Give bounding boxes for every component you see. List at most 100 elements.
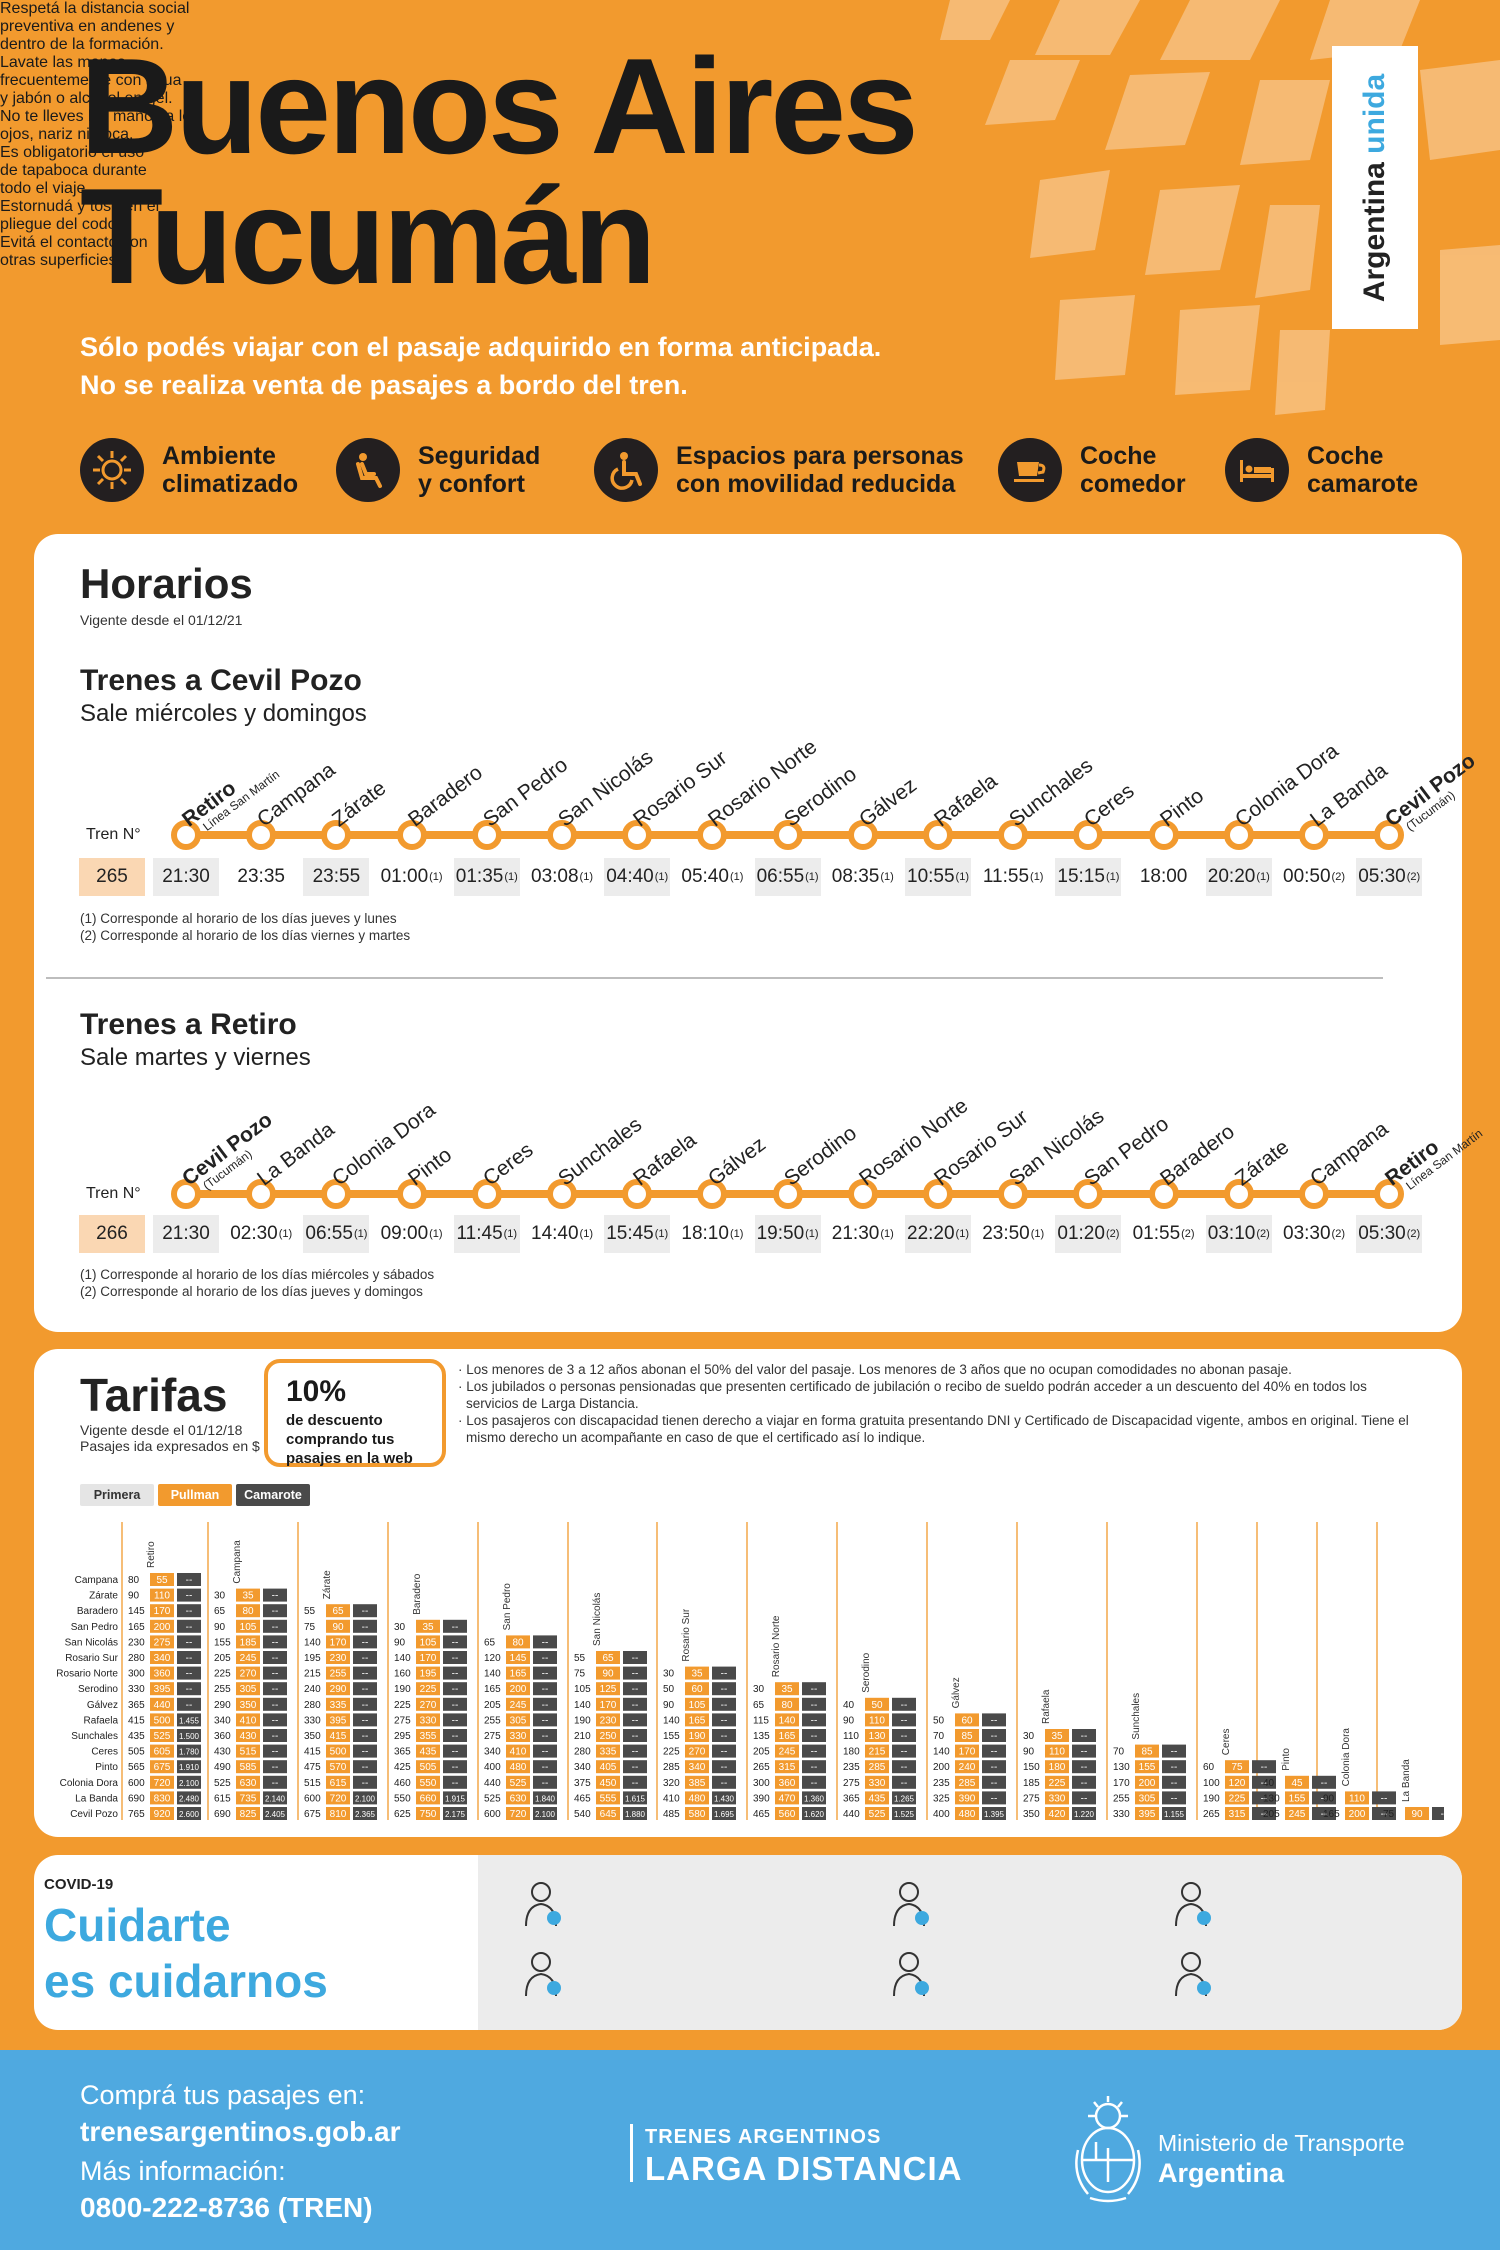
fare-primera: 165: [128, 1622, 145, 1633]
route2-train-number: 266: [79, 1215, 145, 1253]
fare-col-pinto: Pinto: [1281, 1748, 1292, 1771]
fare-primera: 50: [663, 1684, 675, 1695]
departure-time-pinto: 18:00: [1131, 858, 1197, 896]
station-dot-sunchales: [547, 1179, 577, 1209]
departure-time-san-nicolas: 23:50 (1): [980, 1215, 1046, 1253]
time-value: 23:55: [312, 866, 361, 887]
fare-primera: 150: [1023, 1762, 1040, 1773]
tarifas-valid: Vigente desde el 01/12/18: [80, 1422, 243, 1438]
fare-camarote-cell: [533, 1760, 557, 1774]
fare-primera: 100: [1203, 1778, 1220, 1789]
fare-pullman: 525: [510, 1778, 527, 1789]
fare-pullman-cell: [506, 1651, 530, 1664]
fare-primera: 185: [1023, 1778, 1040, 1789]
fare-primera: 90: [843, 1715, 855, 1726]
fare-camarote: --: [632, 1700, 639, 1711]
fare-pullman: 525: [154, 1731, 171, 1742]
fare-pullman: 515: [240, 1747, 257, 1758]
fare-primera: 165: [1323, 1809, 1340, 1820]
fare-pullman-cell: [236, 1775, 260, 1789]
fare-pullman-cell: [236, 1729, 260, 1742]
fare-pullman: 245: [240, 1653, 257, 1664]
fare-pullman: 825: [240, 1809, 257, 1820]
fare-primera: 190: [574, 1715, 591, 1726]
station-dot-campana: [1299, 1179, 1329, 1209]
fare-primera: 275: [843, 1778, 860, 1789]
fare-row-pinto: Pinto: [95, 1762, 118, 1773]
fare-pullman: 675: [154, 1762, 171, 1773]
discount-percent: 10%: [286, 1375, 347, 1408]
fare-camarote-cell: [353, 1697, 377, 1711]
fare-primera: 690: [128, 1793, 145, 1804]
fare-pullman: 245: [1289, 1809, 1306, 1820]
footer-website-link[interactable]: trenesargentinos.gob.ar: [80, 2116, 401, 2147]
feature-dining: Coche comedor: [998, 438, 1186, 502]
time-footnote-mark: (1): [955, 871, 969, 883]
fare-camarote: --: [362, 1606, 369, 1617]
departure-time-colonia-dora: 06:55 (1): [303, 1215, 370, 1253]
tarifas-currency-note: Pasajes ida expresados en $: [80, 1438, 260, 1454]
fare-pullman: 630: [240, 1778, 257, 1789]
fare-camarote: --: [811, 1762, 818, 1773]
covid-tip-line: No te lleves las manos a los: [0, 108, 200, 125]
fare-pullman-cell: [596, 1729, 620, 1742]
fare-camarote: --: [362, 1762, 369, 1773]
fare-pullman-cell: [150, 1682, 174, 1696]
covid-tip-line: Respetá la distancia social: [0, 0, 190, 17]
fare-camarote-cell: [1072, 1760, 1096, 1774]
fare-primera: 550: [394, 1793, 411, 1804]
fare-camarote: 1.525: [894, 1810, 915, 1819]
fare-camarote: --: [991, 1778, 998, 1789]
fare-pullman-cell: [685, 1729, 709, 1742]
time-value: 23:50: [982, 1223, 1030, 1244]
fare-primera: 280: [574, 1747, 591, 1758]
fare-primera: 90: [214, 1622, 226, 1633]
fare-pullman: 415: [330, 1731, 347, 1742]
fare-camarote: 1.220: [1074, 1810, 1095, 1819]
fare-pullman-cell: [1135, 1807, 1159, 1820]
fare-camarote-cell: [982, 1729, 1006, 1742]
route2-subtitle: Sale martes y viernes: [80, 1044, 311, 1071]
fare-pullman-cell: [326, 1697, 350, 1711]
fare-camarote: 1.915: [445, 1794, 466, 1803]
fare-primera: 525: [484, 1793, 501, 1804]
fare-primera: 430: [214, 1747, 231, 1758]
fare-camarote-cell: [1312, 1791, 1336, 1805]
fare-camarote-cell: [623, 1760, 647, 1774]
fare-pullman-cell: [506, 1635, 530, 1649]
fare-pullman-cell: [150, 1619, 174, 1633]
time-value: 01:20: [1057, 1223, 1105, 1244]
fare-pullman-cell: [326, 1666, 350, 1680]
fare-col-rosario-norte: Rosario Norte: [771, 1615, 782, 1677]
fare-pullman: 360: [154, 1669, 171, 1680]
fare-pullman: 35: [691, 1669, 703, 1680]
departure-time-baradero: 01:00 (1): [379, 858, 445, 896]
fare-camarote: 2.100: [355, 1794, 376, 1803]
fare-primera: 330: [1113, 1809, 1130, 1820]
time-footnote-mark: (1): [1256, 871, 1270, 883]
fare-primera: 65: [484, 1637, 496, 1648]
fare-camarote: --: [991, 1747, 998, 1758]
fare-primera: 70: [933, 1731, 945, 1742]
fare-camarote-cell: [802, 1682, 826, 1696]
fare-camarote-cell: [802, 1760, 826, 1774]
fare-camarote-cell: [263, 1713, 287, 1727]
fare-pullman: 245: [510, 1700, 527, 1711]
fare-primera: 75: [304, 1622, 316, 1633]
time-footnote-mark: (1): [1105, 871, 1120, 883]
fare-primera: 155: [663, 1731, 680, 1742]
departure-time-galvez: 18:10 (1): [679, 1215, 745, 1253]
fare-pullman: 720: [330, 1793, 347, 1804]
fare-primera: 80: [128, 1575, 140, 1586]
fare-camarote: --: [1171, 1762, 1178, 1773]
fare-pullman: 225: [420, 1684, 437, 1695]
fare-pullman: 225: [1049, 1778, 1066, 1789]
fare-pullman: 315: [779, 1762, 796, 1773]
fare-camarote-cell: [623, 1729, 647, 1742]
fare-camarote-cell: [1252, 1775, 1276, 1789]
time-footnote-mark: (1): [729, 1228, 744, 1240]
fare-camarote: --: [991, 1793, 998, 1804]
fare-primera: 255: [1113, 1793, 1130, 1804]
fare-camarote-cell: [982, 1713, 1006, 1727]
fare-camarote: --: [542, 1653, 549, 1664]
